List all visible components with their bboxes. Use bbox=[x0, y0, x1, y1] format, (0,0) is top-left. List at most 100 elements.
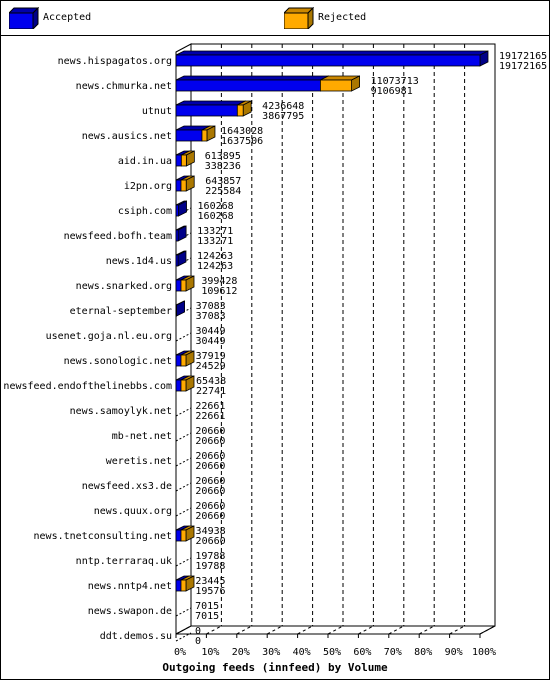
baseline-stub bbox=[175, 482, 192, 492]
floor-gridline bbox=[449, 625, 465, 635]
bar-accepted bbox=[180, 529, 187, 542]
x-tick-label: 70% bbox=[384, 647, 402, 658]
value-label-rejected: 20660 bbox=[195, 486, 225, 497]
value-label-rejected: 133271 bbox=[197, 236, 233, 247]
x-tick-label: 0% bbox=[174, 647, 186, 658]
value-label-rejected: 30449 bbox=[195, 336, 225, 347]
category-label: newsfeed.bofh.team bbox=[64, 231, 172, 242]
floor-gridline bbox=[297, 625, 313, 635]
category-label: newsfeed.xs3.de bbox=[82, 481, 172, 492]
category-label: news.swapon.de bbox=[88, 606, 172, 617]
legend-label-rejected: Rejected bbox=[318, 12, 367, 23]
bar-rejected bbox=[175, 154, 182, 167]
category-label: news.1d4.us bbox=[106, 256, 172, 267]
value-label-accepted: 19172165 bbox=[499, 51, 547, 62]
category-label: utnut bbox=[142, 106, 172, 117]
category-label: ddt.demos.su bbox=[100, 631, 172, 642]
legend-swatch-accepted bbox=[9, 7, 39, 29]
baseline-stub bbox=[175, 607, 192, 617]
baseline-stub bbox=[175, 457, 192, 467]
value-label-rejected: 109612 bbox=[201, 286, 237, 297]
value-label-rejected: 9106981 bbox=[371, 86, 413, 97]
x-tick-label: 80% bbox=[414, 647, 432, 658]
value-label-rejected: 37083 bbox=[196, 311, 226, 322]
bar-accepted bbox=[180, 154, 187, 167]
category-label: news.chmurka.net bbox=[76, 81, 172, 92]
bar-rejected bbox=[175, 579, 182, 592]
category-label: newsfeed.endofthelinebbs.com bbox=[3, 381, 172, 392]
value-label-accepted: 643857 bbox=[205, 176, 241, 187]
legend-swatch-rejected-side bbox=[307, 7, 314, 29]
value-label-rejected: 338236 bbox=[205, 161, 241, 172]
value-label-accepted: 11073713 bbox=[371, 76, 419, 87]
value-label-accepted: 133271 bbox=[197, 226, 233, 237]
value-label-accepted: 37919 bbox=[196, 351, 226, 362]
category-label: aid.in.ua bbox=[118, 156, 172, 167]
x-tick-label: 60% bbox=[353, 647, 371, 658]
value-label-accepted: 20660 bbox=[195, 426, 225, 437]
baseline-stub bbox=[175, 507, 192, 517]
legend: Accepted Rejected bbox=[0, 0, 550, 36]
category-label: usenet.goja.nl.eu.org bbox=[46, 331, 172, 342]
value-label-accepted: 7015 bbox=[195, 601, 219, 612]
category-label: news.sonologic.net bbox=[64, 356, 172, 367]
floor-gridline bbox=[358, 625, 374, 635]
value-label-accepted: 124263 bbox=[197, 251, 233, 262]
category-label: news.snarked.org bbox=[76, 281, 172, 292]
value-label-accepted: 34938 bbox=[196, 526, 226, 537]
value-label-accepted: 399428 bbox=[201, 276, 237, 287]
value-label-rejected: 24529 bbox=[196, 361, 226, 372]
bar-accepted-top bbox=[175, 50, 489, 56]
bar-rejected bbox=[175, 354, 182, 367]
x-tick-label: 20% bbox=[232, 647, 250, 658]
bar-rejected bbox=[175, 179, 182, 192]
value-label-rejected: 19576 bbox=[195, 586, 225, 597]
value-label-rejected: 225584 bbox=[205, 186, 241, 197]
category-label: mb-net.net bbox=[112, 431, 172, 442]
category-label: news.quux.org bbox=[94, 506, 172, 517]
category-label: news.hispagatos.org bbox=[58, 56, 172, 67]
value-label-accepted: 20660 bbox=[195, 501, 225, 512]
value-label-rejected: 19788 bbox=[195, 561, 225, 572]
baseline-stub bbox=[175, 632, 192, 642]
value-label-rejected: 22741 bbox=[196, 386, 226, 397]
category-label: news.nntp4.net bbox=[88, 581, 172, 592]
baseline-stub bbox=[175, 557, 192, 567]
bar-accepted bbox=[175, 204, 179, 217]
bar-accepted bbox=[175, 54, 481, 67]
baseline-stub bbox=[175, 432, 192, 442]
value-label-rejected: 20660 bbox=[195, 511, 225, 522]
value-label-rejected: 22661 bbox=[195, 411, 225, 422]
bar-accepted bbox=[175, 254, 179, 267]
category-label: news.ausics.net bbox=[82, 131, 172, 142]
x-tick-label: 10% bbox=[201, 647, 219, 658]
value-label-accepted: 19788 bbox=[195, 551, 225, 562]
value-label-accepted: 20660 bbox=[195, 476, 225, 487]
bar-rejected bbox=[175, 79, 321, 92]
value-label-rejected: 0 bbox=[195, 636, 201, 647]
category-label: news.tnetconsulting.net bbox=[34, 531, 172, 542]
floor-gridline bbox=[236, 625, 253, 635]
value-label-rejected: 20660 bbox=[196, 536, 226, 547]
floor-gridline bbox=[388, 625, 405, 635]
floor-gridline bbox=[175, 625, 192, 635]
value-label-accepted: 613895 bbox=[205, 151, 241, 162]
value-label-rejected: 160268 bbox=[198, 211, 234, 222]
x-axis-label: Outgoing feeds (innfeed) by Volume bbox=[162, 661, 388, 674]
bar-accepted bbox=[180, 379, 187, 392]
category-label: i2pn.org bbox=[124, 181, 172, 192]
bar-rejected bbox=[175, 104, 238, 117]
floor-gridline bbox=[327, 625, 344, 635]
value-label-rejected: 7015 bbox=[195, 611, 219, 622]
x-tick-label: 100% bbox=[472, 647, 496, 658]
category-label: csiph.com bbox=[118, 206, 172, 217]
value-label-accepted: 30449 bbox=[195, 326, 225, 337]
bar-accepted bbox=[201, 129, 208, 142]
bar-accepted bbox=[180, 279, 187, 292]
floor-gridline bbox=[266, 625, 283, 635]
bar-accepted bbox=[175, 229, 179, 242]
bar-accepted bbox=[320, 79, 352, 92]
bar-accepted bbox=[180, 179, 187, 192]
